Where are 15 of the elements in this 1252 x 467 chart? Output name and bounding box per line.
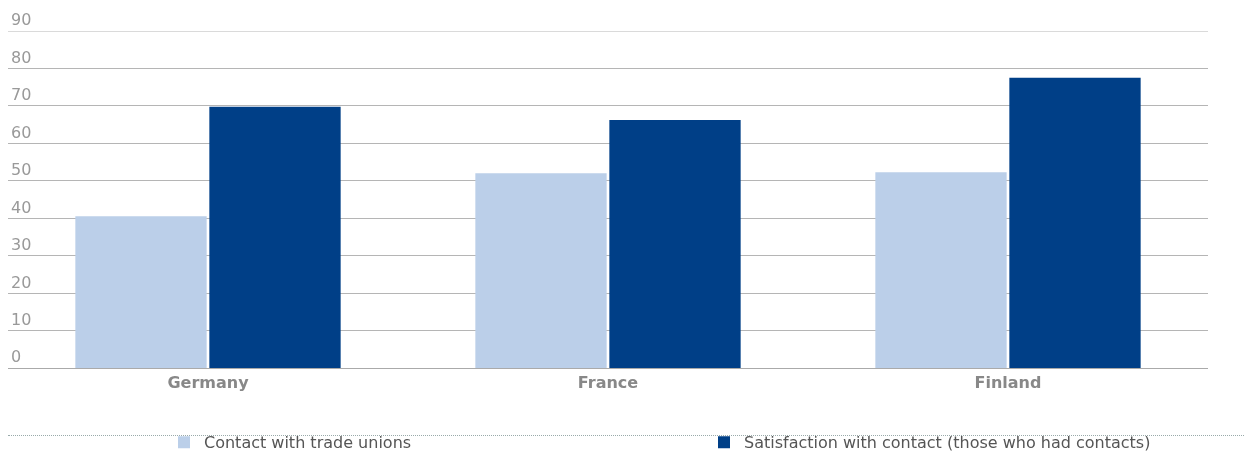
legend-label: Satisfaction with contact (those who had contacts) [744, 433, 1151, 453]
y-tick-label: 0 [11, 347, 22, 367]
y-tick-label: 80 [11, 47, 32, 67]
y-tick-label: 20 [11, 272, 32, 292]
y-tick-label: 60 [11, 122, 32, 142]
y-tick-label: 70 [11, 85, 32, 105]
y-tick-label: 30 [11, 235, 32, 255]
y-tick-label: 40 [11, 197, 32, 217]
x-tick-label: Finland [974, 373, 1042, 393]
y-tick-label: 90 [11, 10, 32, 30]
x-tick-label: Germany [167, 373, 250, 393]
y-tick-label: 50 [11, 160, 32, 180]
legend-label: Contact with trade unions [204, 433, 412, 453]
y-tick-label: 10 [11, 309, 32, 329]
x-tick-label: France [577, 373, 639, 393]
